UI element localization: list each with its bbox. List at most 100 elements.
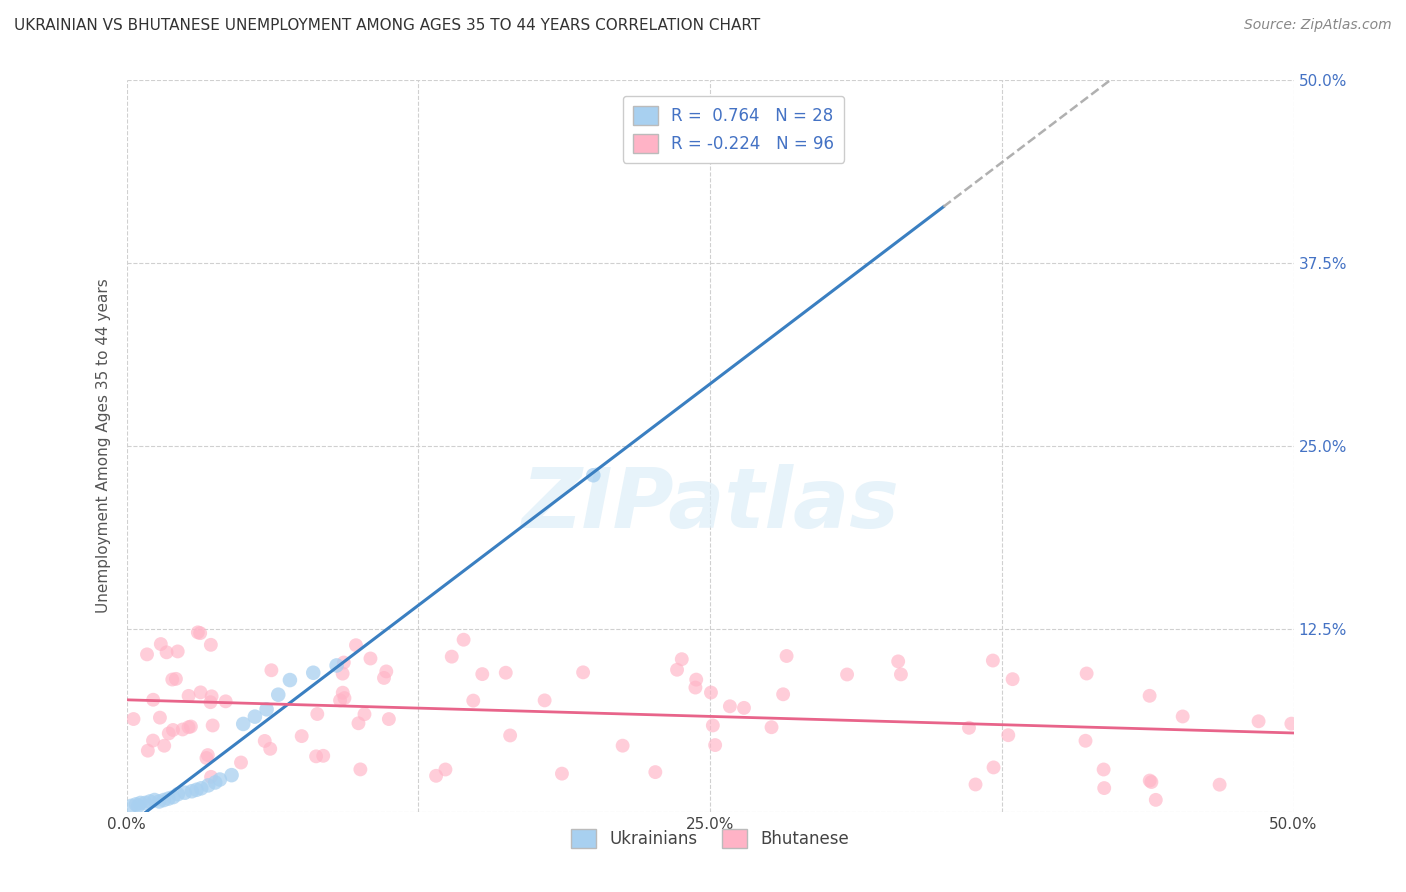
Point <box>471 667 494 681</box>
Point <box>349 763 371 777</box>
Point <box>463 693 485 707</box>
Point <box>329 693 352 707</box>
Point <box>256 702 278 716</box>
Point <box>134 796 156 810</box>
Point <box>167 787 190 801</box>
Point <box>332 666 354 681</box>
Point <box>166 644 188 658</box>
Point <box>200 638 222 652</box>
Point <box>142 733 165 747</box>
Point <box>1279 716 1302 731</box>
Point <box>890 667 912 681</box>
Point <box>172 723 194 737</box>
Point <box>572 665 595 680</box>
Point <box>278 673 301 687</box>
Point <box>347 716 370 731</box>
Point <box>162 673 184 687</box>
Point <box>718 699 741 714</box>
Point <box>129 796 152 810</box>
Point <box>353 707 375 722</box>
Point <box>200 695 222 709</box>
Point <box>125 797 148 812</box>
Point <box>375 665 398 679</box>
Point <box>965 777 987 791</box>
Text: ZIPatlas: ZIPatlas <box>522 464 898 545</box>
Point <box>307 706 329 721</box>
Point <box>1139 773 1161 788</box>
Point <box>1076 666 1098 681</box>
Point <box>204 775 226 789</box>
Point <box>887 654 910 668</box>
Point <box>149 637 172 651</box>
Point <box>644 765 666 780</box>
Point <box>1092 763 1115 777</box>
Legend: Ukrainians, Bhutanese: Ukrainians, Bhutanese <box>564 822 856 855</box>
Point <box>1208 778 1230 792</box>
Point <box>425 769 447 783</box>
Point <box>1247 714 1270 729</box>
Point <box>551 766 574 780</box>
Point <box>704 738 727 752</box>
Point <box>148 795 170 809</box>
Point <box>197 747 219 762</box>
Point <box>333 691 356 706</box>
Point <box>997 728 1019 742</box>
Point <box>149 711 172 725</box>
Point <box>253 734 276 748</box>
Point <box>208 772 231 787</box>
Y-axis label: Unemployment Among Ages 35 to 44 years: Unemployment Among Ages 35 to 44 years <box>96 278 111 614</box>
Point <box>267 688 290 702</box>
Point <box>186 782 208 797</box>
Point <box>1092 780 1115 795</box>
Point <box>197 778 219 792</box>
Point <box>174 786 197 800</box>
Point <box>434 763 457 777</box>
Point <box>201 718 224 732</box>
Point <box>153 793 176 807</box>
Point <box>1140 775 1163 789</box>
Point <box>700 685 723 699</box>
Point <box>221 768 243 782</box>
Point <box>180 719 202 733</box>
Point <box>162 723 184 737</box>
Point <box>332 686 354 700</box>
Point <box>142 692 165 706</box>
Point <box>453 632 475 647</box>
Point <box>685 673 707 687</box>
Point <box>243 709 266 723</box>
Point <box>195 751 218 765</box>
Point <box>957 721 980 735</box>
Point <box>177 720 200 734</box>
Point <box>983 760 1005 774</box>
Point <box>155 645 177 659</box>
Point <box>200 770 222 784</box>
Point <box>733 701 755 715</box>
Point <box>612 739 634 753</box>
Point <box>187 625 209 640</box>
Point <box>981 654 1004 668</box>
Point <box>136 648 159 662</box>
Point <box>359 651 381 665</box>
Point <box>344 638 367 652</box>
Point <box>772 687 794 701</box>
Point <box>180 784 202 798</box>
Point <box>291 729 314 743</box>
Point <box>153 739 176 753</box>
Point <box>1001 672 1024 686</box>
Text: Source: ZipAtlas.com: Source: ZipAtlas.com <box>1244 18 1392 32</box>
Point <box>671 652 693 666</box>
Point <box>157 726 180 740</box>
Point <box>232 717 254 731</box>
Text: UKRAINIAN VS BHUTANESE UNEMPLOYMENT AMONG AGES 35 TO 44 YEARS CORRELATION CHART: UKRAINIAN VS BHUTANESE UNEMPLOYMENT AMON… <box>14 18 761 33</box>
Point <box>143 793 166 807</box>
Point <box>190 685 212 699</box>
Point <box>139 795 162 809</box>
Point <box>495 665 517 680</box>
Point <box>157 791 180 805</box>
Point <box>499 729 522 743</box>
Point <box>201 690 224 704</box>
Point <box>333 656 356 670</box>
Point <box>259 741 281 756</box>
Point <box>305 749 328 764</box>
Point <box>685 681 707 695</box>
